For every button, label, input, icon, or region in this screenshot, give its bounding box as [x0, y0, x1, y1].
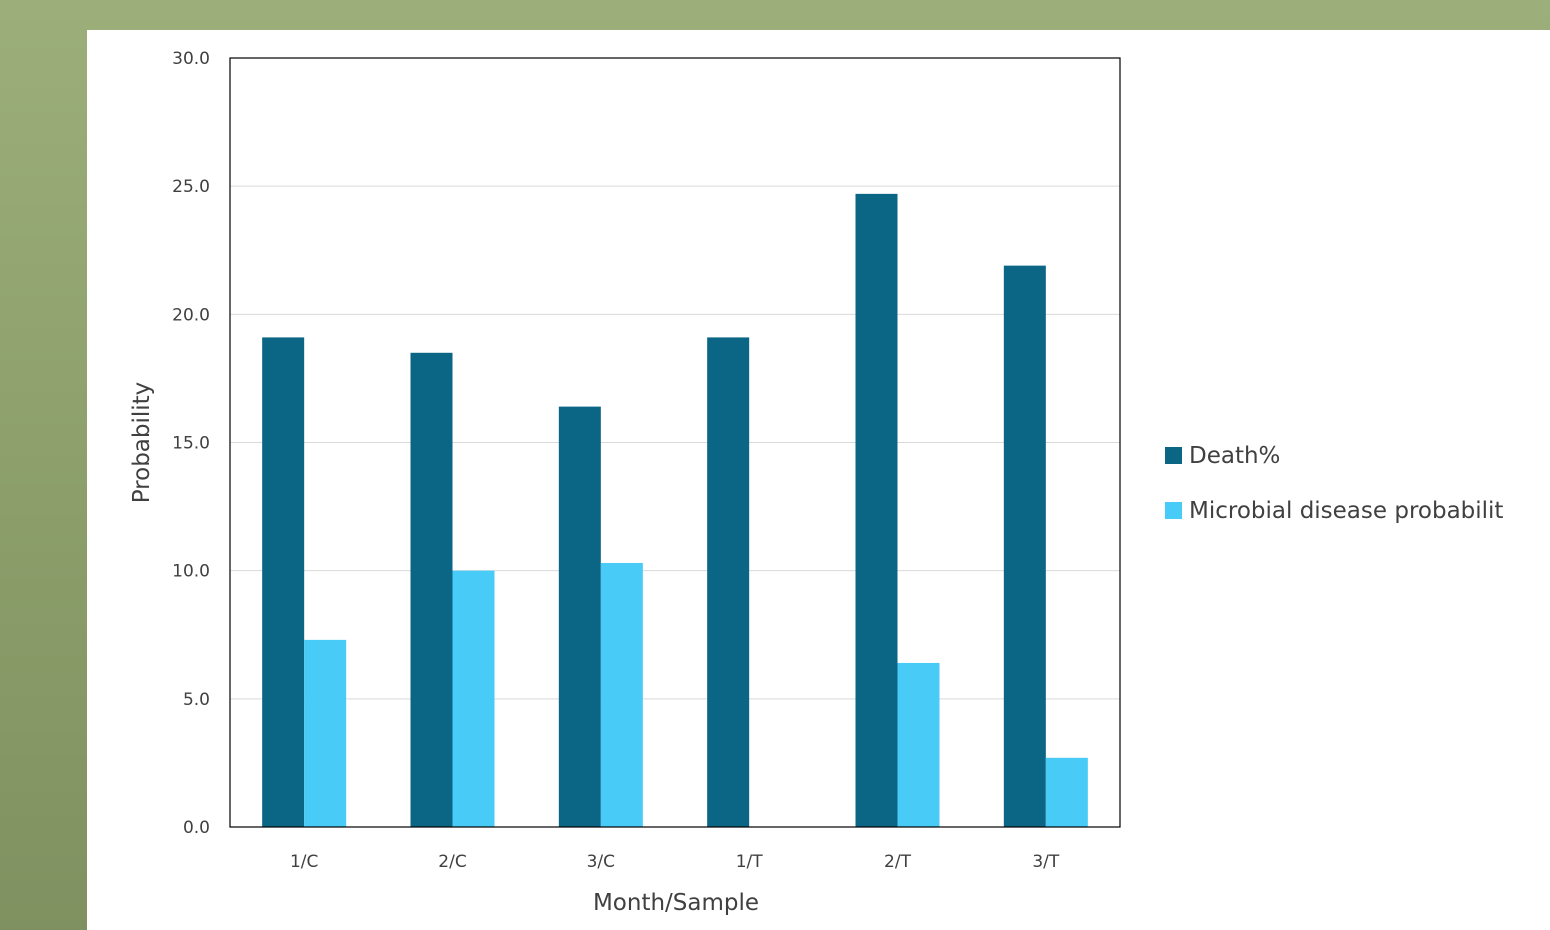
y-tick-label: 15.0 — [172, 434, 210, 454]
x-tick-label: 3/C — [587, 852, 615, 872]
y-tick-label: 0.0 — [183, 818, 210, 838]
bar-death — [1003, 265, 1046, 827]
y-tick-label: 10.0 — [172, 562, 210, 582]
bar-death — [707, 337, 750, 827]
y-tick-label: 5.0 — [183, 690, 210, 710]
x-tick-label: 3/T — [1032, 852, 1060, 872]
bar-microbial — [304, 639, 347, 827]
legend-label-microbial: Microbial disease probabilit — [1189, 498, 1503, 524]
bar-microbial — [452, 570, 495, 827]
x-tick-labels: 1/C 2/C 3/C 1/T 2/T 3/T — [290, 852, 1060, 872]
y-tick-label: 30.0 — [172, 49, 210, 69]
legend-swatch-death — [1165, 447, 1182, 464]
y-tick-label: 20.0 — [172, 305, 210, 325]
plot-frame — [229, 57, 1121, 828]
bar-microbial — [1045, 757, 1088, 827]
x-tick-label: 2/T — [884, 852, 912, 872]
bar-microbial — [897, 662, 940, 827]
bar-chart: 0.0 5.0 10.0 15.0 20.0 25.0 30.0 1/C 2/C 3/C 1/T 2… — [129, 49, 1503, 916]
x-tick-label: 2/C — [438, 852, 466, 872]
chart-panel: 0.0 5.0 10.0 15.0 20.0 25.0 30.0 1/C 2/C 3/C 1/T 2… — [87, 30, 1550, 930]
bar-death — [410, 352, 453, 827]
legend-label-death: Death% — [1189, 443, 1280, 469]
bars — [262, 193, 1088, 827]
bar-microbial — [600, 562, 643, 827]
gridlines — [230, 185, 1120, 700]
y-tick-labels: 0.0 5.0 10.0 15.0 20.0 25.0 30.0 — [172, 49, 210, 838]
x-tick-label: 1/C — [290, 852, 318, 872]
legend: Death% Microbial disease probabilit — [1165, 443, 1503, 524]
y-tick-label: 25.0 — [172, 177, 210, 197]
bar-death — [855, 193, 898, 827]
y-axis-title: Probability — [129, 382, 155, 504]
bar-death — [558, 406, 601, 827]
bar-death — [262, 337, 305, 827]
x-tick-label: 1/T — [736, 852, 764, 872]
x-axis-title: Month/Sample — [593, 890, 759, 916]
legend-swatch-microbial — [1165, 502, 1182, 519]
